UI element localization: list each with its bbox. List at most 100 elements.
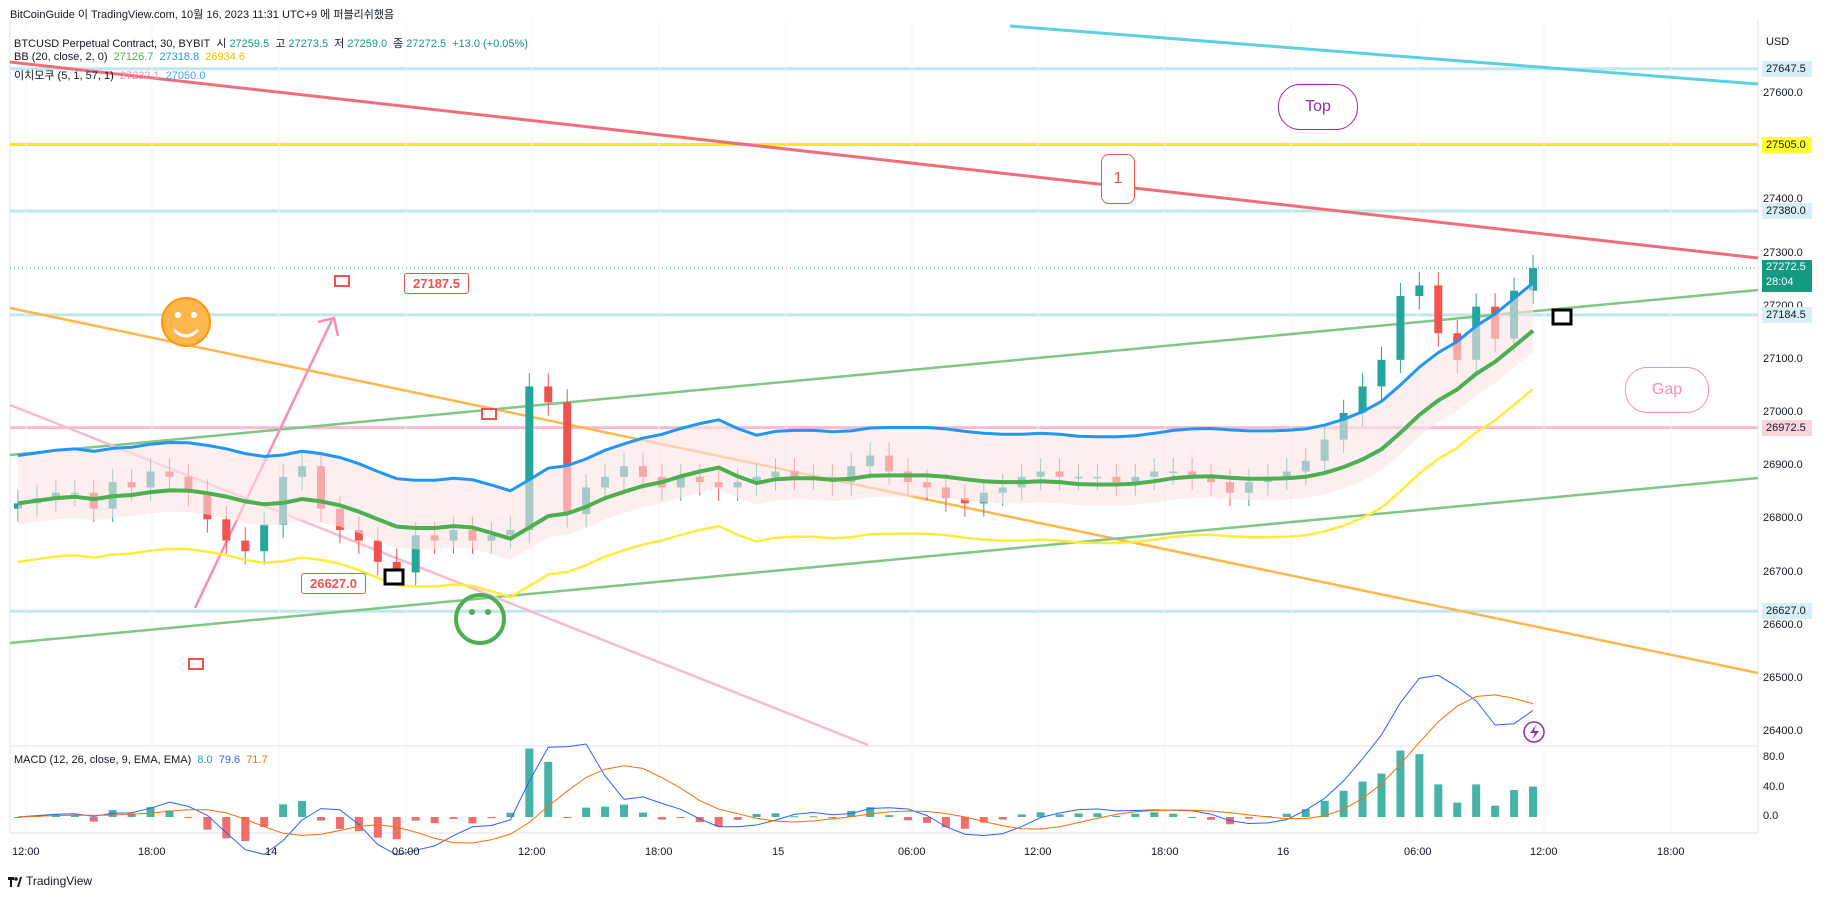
macd-histogram-bar xyxy=(1434,784,1443,817)
candle-body xyxy=(1415,285,1424,297)
bb-upper-line xyxy=(17,281,1534,493)
candle-body xyxy=(411,535,420,573)
macd-histogram-bar xyxy=(203,817,212,830)
symbol-title: BTCUSD Perpetual Contract, 30, BYBIT xyxy=(14,38,211,50)
macd-histogram-bar xyxy=(430,817,439,824)
macd-histogram-bar xyxy=(1112,815,1121,817)
macd-legend: MACD (12, 26, close, 9, EMA, EMA) 8.0 79… xyxy=(14,754,271,766)
price-level-tag: 27380.0 xyxy=(1762,202,1812,219)
macd-histogram-bar xyxy=(184,817,193,819)
arrow-head xyxy=(317,316,340,337)
ichimoku-legend: 이치모쿠 (5, 1, 57, 1) 27232.1 27050.0 xyxy=(14,67,208,83)
macd-histogram-bar xyxy=(1377,773,1386,817)
green-channel-upper xyxy=(9,288,1759,457)
bb-legend: BB (20, close, 2, 0) 27126.7 27318.8 269… xyxy=(14,51,248,63)
macd-line xyxy=(17,674,1534,856)
candle-body xyxy=(1377,359,1386,387)
publish-info: BitCoinGuide 이 TradingView.com, 10월 16, … xyxy=(10,9,395,21)
footer-brand: TradingView xyxy=(26,874,93,888)
price-axis-label: 26500.0 xyxy=(1763,671,1803,684)
macd-histogram-bar xyxy=(165,810,174,817)
close-value: 27272.5 xyxy=(406,38,447,50)
macd-histogram-bar xyxy=(979,817,988,823)
time-axis-label: 18:00 xyxy=(645,846,673,858)
cyan-trendline xyxy=(1009,24,1759,86)
time-axis-label: 16 xyxy=(1277,846,1290,858)
macd-histogram-bar xyxy=(1529,786,1537,817)
macd-histogram-bar xyxy=(1320,800,1329,817)
time-axis-label: 12:00 xyxy=(518,846,546,858)
macd-histogram-bar xyxy=(1131,813,1140,817)
macd-histogram-bar xyxy=(1074,813,1083,817)
price-axis-label: 26800.0 xyxy=(1763,512,1803,525)
price-axis-label: 26900.0 xyxy=(1763,459,1803,472)
currency-label[interactable]: USD xyxy=(1766,36,1790,48)
price-axis-label: 27400.0 xyxy=(1763,193,1803,206)
macd-histogram-bar xyxy=(1150,812,1159,817)
macd-histogram-bar xyxy=(866,807,875,817)
price-level-tag: 27647.5 xyxy=(1762,60,1812,77)
macd-histogram-bar xyxy=(279,804,288,817)
macd-histogram-bar xyxy=(449,817,458,819)
label-high[interactable]: 27187.5 xyxy=(404,273,469,294)
label-low[interactable]: 26627.0 xyxy=(301,573,366,594)
high-label: 고 xyxy=(275,38,286,50)
top-bubble[interactable]: Top xyxy=(1278,84,1358,130)
macd-axis-label: 40.0 xyxy=(1763,780,1785,793)
gap-bubble[interactable]: Gap xyxy=(1625,367,1709,413)
macd-histogram-bar xyxy=(298,801,307,817)
macd-value-1: 8.0 xyxy=(197,754,213,766)
candle-body xyxy=(1529,268,1537,291)
smile-eye-icon xyxy=(175,312,181,318)
price-axis-label: 27600.0 xyxy=(1763,87,1803,99)
macd-histogram-bar xyxy=(392,817,401,840)
time-axis-label: 12:00 xyxy=(12,846,40,858)
time-axis-label: 18:00 xyxy=(1151,846,1179,858)
macd-histogram-bar xyxy=(1169,813,1178,817)
time-axis-label: 06:00 xyxy=(1404,846,1432,858)
candle-body xyxy=(563,402,572,515)
last-price-tag: 27272.5 28:04 xyxy=(1762,260,1812,292)
candle-body xyxy=(222,519,231,541)
price-axis-label: 27000.0 xyxy=(1763,406,1803,418)
green-channel-lower xyxy=(9,476,1759,645)
macd-histogram-bar xyxy=(373,817,382,838)
ichimoku-cloud xyxy=(18,282,1533,560)
ichimoku-label: 이치모쿠 (5, 1, 57, 1) xyxy=(14,70,114,82)
macd-histogram-bar xyxy=(525,748,534,817)
macd-histogram-bar xyxy=(714,817,723,827)
macd-value-3: 71.7 xyxy=(246,754,268,766)
high-value: 27273.5 xyxy=(288,38,329,50)
macd-histogram-bar xyxy=(941,817,950,828)
macd-histogram-bar xyxy=(1188,817,1197,818)
macd-histogram-bar xyxy=(998,817,1007,820)
macd-histogram-bar xyxy=(70,815,79,817)
time-axis-label: 06:00 xyxy=(392,846,420,858)
macd-axis-label: 80.0 xyxy=(1763,751,1785,763)
macd-histogram-bar xyxy=(695,817,704,823)
pointing-hand-icon xyxy=(383,568,405,586)
one-badge[interactable]: 1 xyxy=(1101,154,1135,204)
price-level-tag: 27505.0 xyxy=(1762,136,1812,153)
macd-histogram-bar xyxy=(146,806,155,817)
macd-histogram-bar xyxy=(601,806,610,817)
price-axis-label: 26400.0 xyxy=(1763,725,1803,737)
time-axis-label: 18:00 xyxy=(138,846,166,858)
macd-histogram-bar xyxy=(582,807,591,817)
macd-histogram-bar xyxy=(1282,813,1291,817)
macd-histogram-bar xyxy=(1396,750,1405,817)
macd-histogram-bar xyxy=(771,813,780,817)
macd-histogram-bar xyxy=(904,817,913,821)
macd-histogram-bar xyxy=(1415,754,1424,817)
macd-histogram-bar xyxy=(1491,805,1500,817)
macd-histogram-bar xyxy=(733,817,742,820)
candle-body xyxy=(960,498,969,504)
bb-basis-line xyxy=(17,329,1535,541)
time-axis-label: 06:00 xyxy=(898,846,926,858)
pointing-hand-icon xyxy=(481,408,497,420)
macd-histogram-bar xyxy=(1207,817,1216,820)
pointing-hand-icon xyxy=(188,658,204,670)
macd-histogram-bar xyxy=(222,817,231,839)
macd-histogram-bar xyxy=(676,817,685,818)
